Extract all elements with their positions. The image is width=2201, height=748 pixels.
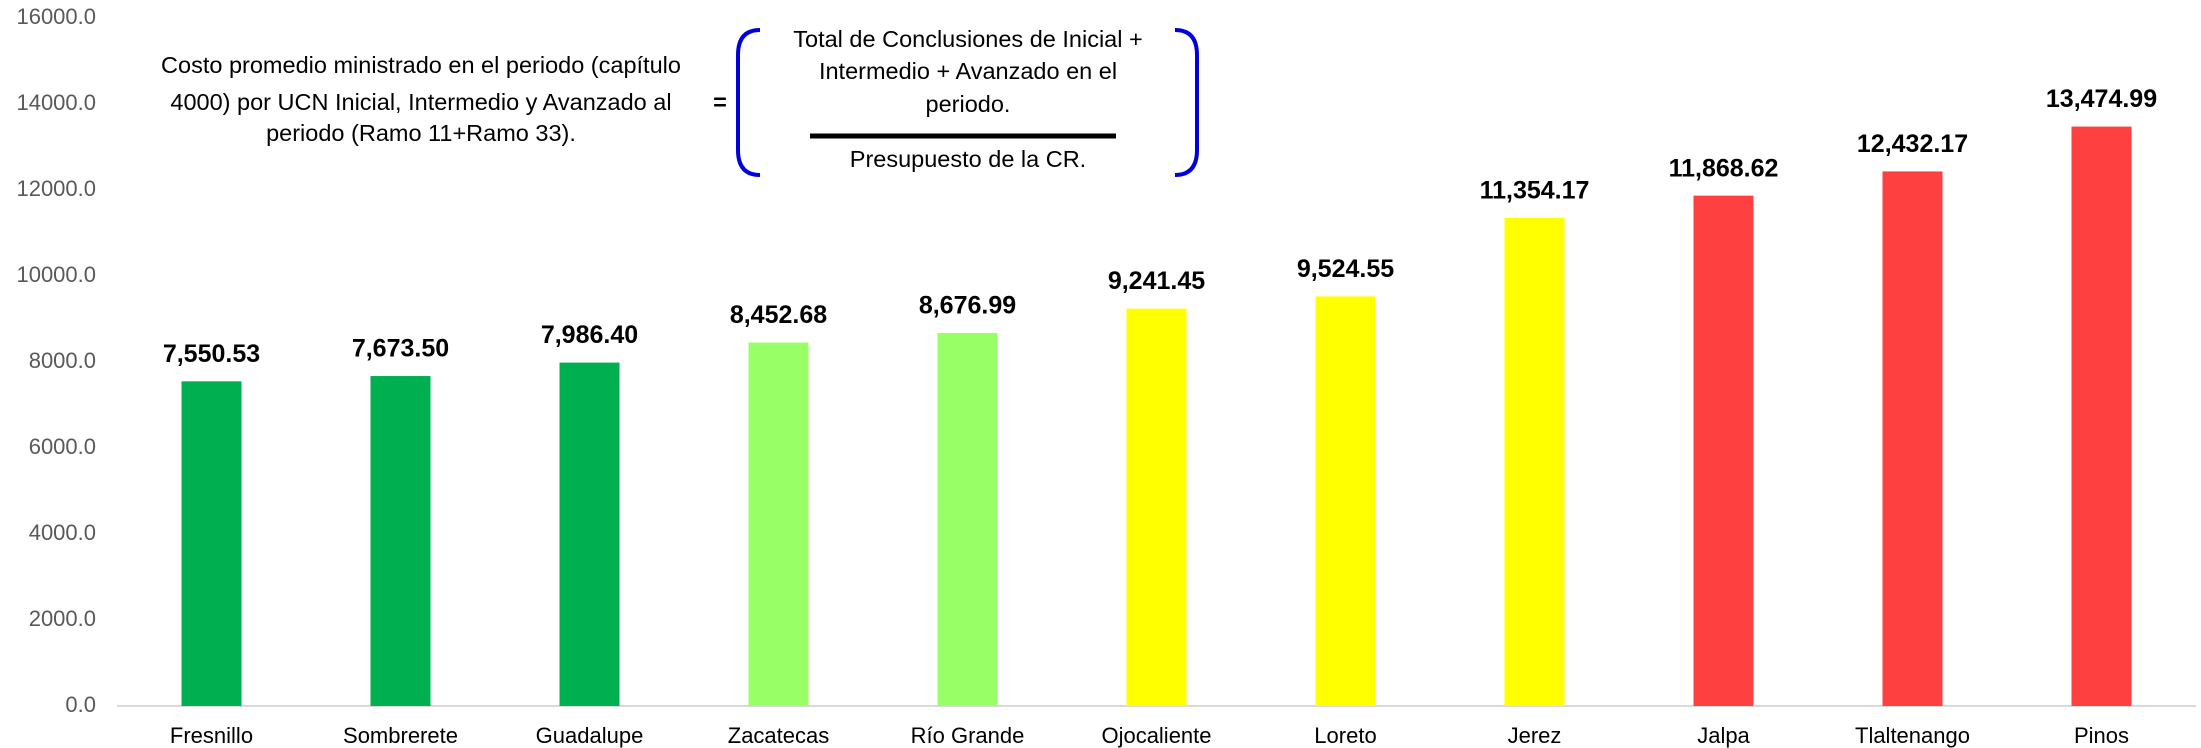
annotation-text: Costo promedio ministrado en el periodo … <box>161 52 681 78</box>
value-label: 7,673.50 <box>352 335 449 363</box>
bracket-left <box>736 28 761 177</box>
x-tick-label: Loreto <box>1314 723 1376 748</box>
x-tick-label: Sombrerete <box>343 723 458 748</box>
bar <box>2071 126 2132 706</box>
x-tick-label: Guadalupe <box>536 723 644 748</box>
y-tick-label: 4000.0 <box>29 520 96 545</box>
bar <box>1126 308 1187 706</box>
x-tick-label: Zacatecas <box>728 723 830 748</box>
value-label: 13,474.99 <box>2046 85 2157 113</box>
numerator-text: Intermedio + Avanzado en el <box>819 58 1117 84</box>
bracket-right <box>1174 28 1199 177</box>
x-tick-label: Tlaltenango <box>1855 723 1970 748</box>
x-tick-label: Jerez <box>1508 723 1562 748</box>
y-tick-label: 6000.0 <box>29 434 96 459</box>
bar <box>1882 171 1943 706</box>
bar <box>559 362 620 706</box>
value-label: 8,452.68 <box>730 301 827 329</box>
value-label: 12,432.17 <box>1857 130 1968 158</box>
y-tick-label: 8000.0 <box>29 348 96 373</box>
value-label: 11,868.62 <box>1669 154 1779 182</box>
value-label: 9,524.55 <box>1297 255 1394 283</box>
value-label: 8,676.99 <box>919 291 1016 319</box>
bar <box>370 376 431 706</box>
value-label: 7,550.53 <box>163 340 260 368</box>
y-tick-label: 0.0 <box>65 692 96 717</box>
y-tick-label: 10000.0 <box>16 262 96 287</box>
x-tick-label: Pinos <box>2074 723 2129 748</box>
value-label: 7,986.40 <box>541 321 638 349</box>
value-label: 11,354.17 <box>1480 176 1590 204</box>
bar <box>181 381 242 706</box>
y-tick-label: 16000.0 <box>16 4 96 29</box>
numerator-text: periodo. <box>926 91 1011 117</box>
value-label: 9,241.45 <box>1108 267 1205 295</box>
equals-sign: = <box>713 89 727 115</box>
bar <box>1504 217 1565 706</box>
annotation-text: periodo (Ramo 11+Ramo 33). <box>266 120 576 146</box>
bar <box>1693 195 1754 706</box>
x-tick-label: Jalpa <box>1697 723 1750 748</box>
x-tick-label: Fresnillo <box>170 723 253 748</box>
numerator-text: Total de Conclusiones de Inicial + <box>793 26 1142 52</box>
bar <box>748 342 809 706</box>
x-tick-label: Ojocaliente <box>1101 723 1211 748</box>
bar <box>937 332 998 706</box>
x-tick-label: Río Grande <box>911 723 1025 748</box>
y-tick-label: 14000.0 <box>16 90 96 115</box>
bar <box>1315 296 1376 706</box>
denominator-text: Presupuesto de la CR. <box>850 146 1086 172</box>
y-tick-label: 2000.0 <box>29 606 96 631</box>
y-tick-label: 12000.0 <box>16 176 96 201</box>
annotation-text: 4000) por UCN Inicial, Intermedio y Avan… <box>170 89 671 115</box>
